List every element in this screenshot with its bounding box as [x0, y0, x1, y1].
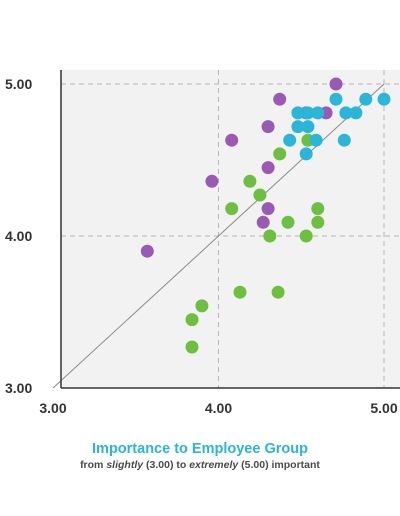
data-point	[273, 92, 287, 106]
x-tick-label: 3.00	[39, 400, 66, 416]
data-point	[195, 299, 209, 313]
data-point	[359, 92, 373, 106]
data-point	[377, 92, 391, 106]
data-point	[329, 77, 343, 91]
data-point	[205, 174, 219, 188]
data-point	[271, 285, 285, 299]
data-point	[291, 106, 305, 120]
data-point	[337, 133, 351, 147]
y-tick-label: 4.00	[5, 228, 32, 244]
subtitle-extremely: extremely	[189, 459, 239, 471]
data-point	[253, 188, 267, 202]
data-point	[140, 244, 154, 258]
data-point	[185, 313, 199, 327]
scatter-chart: 3.00 4.00 5.00 3.00 4.00 5.00	[5, 70, 400, 416]
data-point	[225, 133, 239, 147]
data-point	[185, 340, 199, 354]
data-point	[261, 161, 275, 175]
subtitle-min: (3.00) to	[146, 459, 187, 471]
data-point	[311, 202, 325, 216]
data-point	[225, 202, 239, 216]
data-point	[329, 92, 343, 106]
data-point	[299, 229, 313, 243]
tick-labels: 3.00 4.00 5.00 3.00 4.00 5.00	[5, 76, 398, 416]
diagonal-reference-line	[52, 83, 385, 389]
data-point	[309, 133, 323, 147]
data-point	[233, 285, 247, 299]
data-point	[311, 215, 325, 229]
x-axis-title: Importance to Employee Group	[92, 441, 308, 457]
data-point	[261, 202, 275, 216]
x-tick-label: 5.00	[370, 400, 397, 416]
subtitle-max: (5.00) important	[241, 459, 320, 471]
data-point	[261, 120, 275, 134]
y-tick-label: 3.00	[5, 380, 32, 396]
data-point	[283, 133, 297, 147]
y-tick-label: 5.00	[5, 76, 32, 92]
data-point	[263, 229, 277, 243]
data-point	[299, 147, 313, 161]
gridlines	[61, 70, 400, 388]
plot-background	[61, 70, 400, 388]
subtitle-from: from	[80, 459, 104, 471]
data-point	[256, 215, 270, 229]
subtitle-slightly: slightly	[106, 459, 144, 471]
data-point	[243, 174, 257, 188]
data-point	[291, 120, 305, 134]
x-axis-subtitle: from slightly (3.00) to extremely (5.00)…	[0, 459, 400, 471]
data-point	[301, 106, 315, 120]
data-point	[311, 106, 325, 120]
x-tick-label: 4.00	[205, 400, 232, 416]
data-point	[281, 215, 295, 229]
data-points	[140, 77, 391, 354]
data-point	[349, 106, 363, 120]
data-point	[273, 147, 287, 161]
data-point	[301, 120, 315, 134]
data-point	[339, 106, 353, 120]
